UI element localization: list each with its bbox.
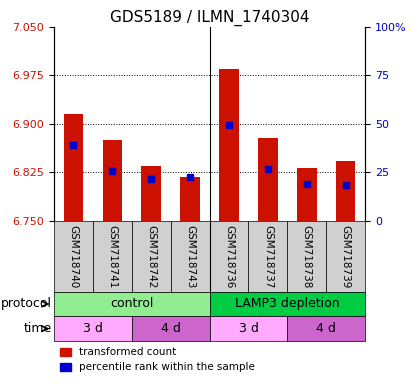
- Text: GSM718743: GSM718743: [185, 225, 195, 288]
- Bar: [142, 166, 161, 221]
- FancyBboxPatch shape: [249, 221, 287, 291]
- FancyBboxPatch shape: [93, 221, 132, 291]
- Text: GSM718739: GSM718739: [341, 225, 351, 288]
- Bar: [181, 177, 200, 221]
- Text: 4 d: 4 d: [161, 322, 181, 335]
- Bar: [63, 114, 83, 221]
- Text: GSM718740: GSM718740: [68, 225, 78, 288]
- Legend: transformed count, percentile rank within the sample: transformed count, percentile rank withi…: [56, 343, 259, 377]
- Text: GSM718741: GSM718741: [107, 225, 117, 288]
- Bar: [103, 140, 122, 221]
- Text: 4 d: 4 d: [316, 322, 336, 335]
- FancyBboxPatch shape: [287, 316, 365, 341]
- FancyBboxPatch shape: [132, 221, 171, 291]
- Bar: [336, 161, 356, 221]
- FancyBboxPatch shape: [54, 221, 93, 291]
- FancyBboxPatch shape: [132, 316, 210, 341]
- Text: GSM718738: GSM718738: [302, 225, 312, 288]
- Text: GSM718736: GSM718736: [224, 225, 234, 288]
- FancyBboxPatch shape: [54, 316, 132, 341]
- FancyBboxPatch shape: [210, 291, 365, 316]
- Text: LAMP3 depletion: LAMP3 depletion: [235, 298, 340, 310]
- FancyBboxPatch shape: [171, 221, 210, 291]
- Bar: [297, 168, 317, 221]
- Text: GSM718742: GSM718742: [146, 225, 156, 288]
- FancyBboxPatch shape: [326, 221, 365, 291]
- Text: control: control: [110, 298, 154, 310]
- Title: GDS5189 / ILMN_1740304: GDS5189 / ILMN_1740304: [110, 9, 309, 25]
- Text: 3 d: 3 d: [83, 322, 103, 335]
- Text: time: time: [24, 322, 52, 335]
- Text: protocol: protocol: [1, 298, 52, 310]
- FancyBboxPatch shape: [210, 221, 249, 291]
- FancyBboxPatch shape: [210, 316, 287, 341]
- Text: GSM718737: GSM718737: [263, 225, 273, 288]
- FancyBboxPatch shape: [54, 291, 210, 316]
- Bar: [258, 138, 278, 221]
- FancyBboxPatch shape: [287, 221, 326, 291]
- Bar: [219, 69, 239, 221]
- Text: 3 d: 3 d: [239, 322, 259, 335]
